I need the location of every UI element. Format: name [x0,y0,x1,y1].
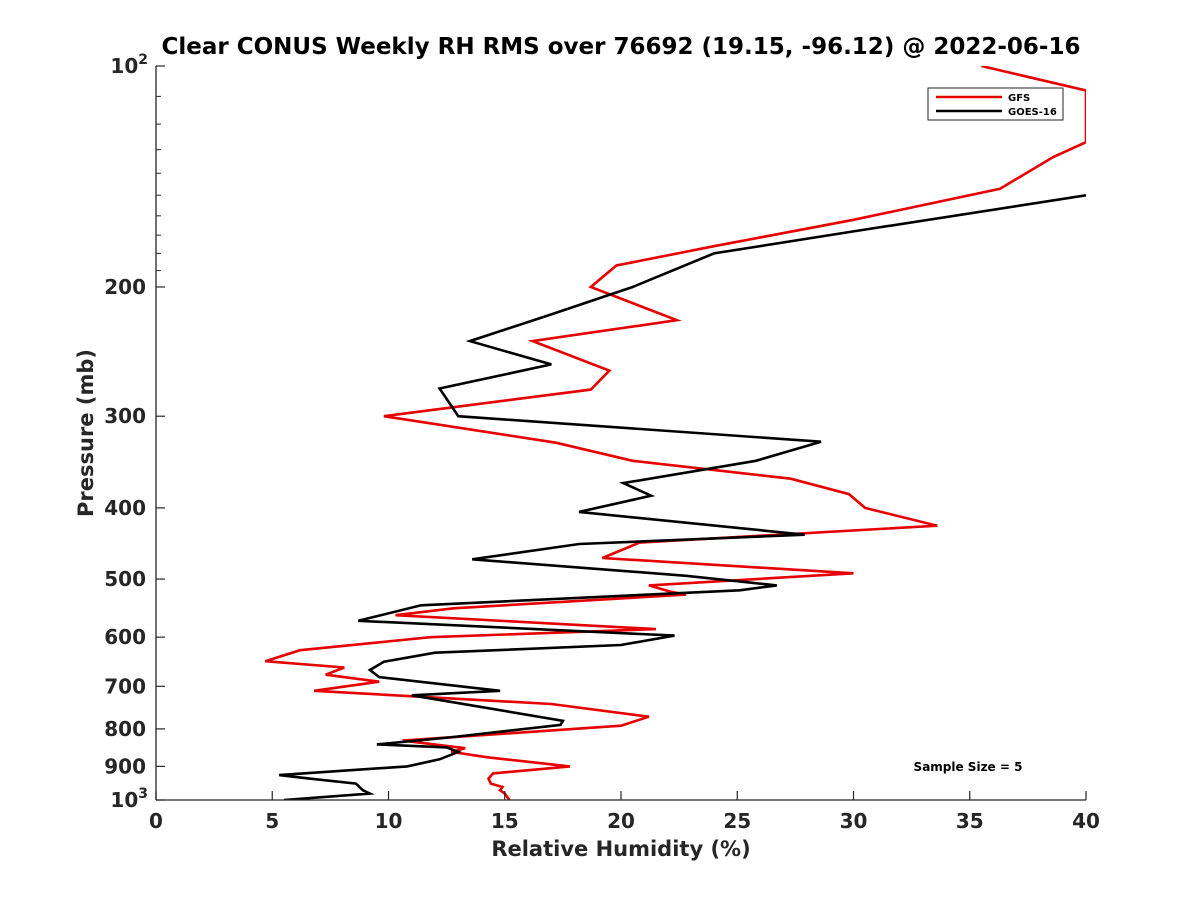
y-tick-label: 103 [110,786,148,812]
y-tick-label: 900 [104,754,146,778]
y-tick-label: 500 [104,567,146,591]
x-axis-ticks: 0 5 10 15 20 25 30 35 40 [149,791,1100,833]
y-tick-label: 400 [104,496,146,520]
x-tick-label: 25 [723,809,751,833]
sample-size-annotation: Sample Size = 5 [914,760,1023,774]
x-tick-label: 10 [375,809,403,833]
x-tick-label: 15 [491,809,519,833]
y-tick-label: 200 [104,275,146,299]
x-tick-label: 5 [265,809,279,833]
series-layer [264,66,1086,800]
y-tick-label: 102 [110,52,148,78]
plot-area [156,66,1086,800]
x-tick-label: 30 [840,809,868,833]
legend-label-goes16: GOES-16 [1008,107,1057,118]
y-axis-label: Pressure (mb) [74,349,98,517]
series-line-gfs [264,66,1086,800]
y-axis-ticks: 102 200 300 400 500 600 700 800 900 103 [104,52,165,812]
y-tick-label: 300 [104,404,146,428]
y-tick-label: 700 [104,674,146,698]
y-tick-label: 600 [104,625,146,649]
chart-title: Clear CONUS Weekly RH RMS over 76692 (19… [162,34,1081,60]
legend-box [927,87,1064,121]
series-line-goes16 [279,194,1086,800]
x-tick-label: 40 [1072,809,1100,833]
x-tick-label: 20 [607,809,635,833]
legend: GFS GOES-16 [927,87,1064,121]
x-tick-label: 35 [956,809,984,833]
x-axis-label: Relative Humidity (%) [491,837,750,861]
y-tick-label: 800 [104,717,146,741]
x-tick-label: 0 [149,809,163,833]
legend-label-gfs: GFS [1008,93,1030,104]
